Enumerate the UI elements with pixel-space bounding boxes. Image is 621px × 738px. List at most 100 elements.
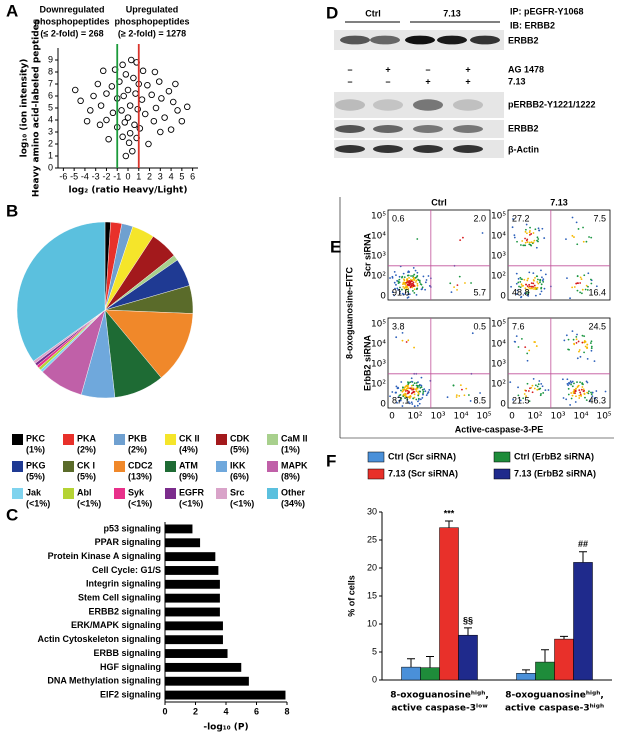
flow-event bbox=[419, 398, 422, 401]
flow-event bbox=[573, 342, 575, 345]
error-bar bbox=[541, 649, 549, 663]
treatment-sign: – bbox=[425, 64, 430, 74]
flow-event bbox=[584, 288, 587, 291]
flow-event bbox=[402, 281, 405, 284]
flow-event bbox=[589, 399, 591, 402]
point bbox=[71, 86, 79, 94]
flow-event bbox=[577, 282, 579, 285]
point bbox=[83, 117, 91, 125]
legend-swatch bbox=[216, 488, 227, 499]
flow-event bbox=[413, 346, 415, 349]
flow-event bbox=[529, 226, 531, 229]
flow-event bbox=[417, 400, 419, 403]
x-tick-label: 4 bbox=[169, 171, 174, 181]
flow-event bbox=[523, 292, 526, 295]
annotation: (≤ 2-fold) = 268 bbox=[40, 28, 103, 38]
legend-value: (2%) bbox=[128, 444, 147, 454]
legend-value: (9%) bbox=[179, 471, 198, 481]
flow-event bbox=[566, 378, 569, 381]
flow-event bbox=[522, 397, 525, 400]
flow-event bbox=[401, 331, 404, 334]
band-label: pERBB2-Y1221/1222 bbox=[508, 99, 596, 109]
flow-event bbox=[428, 389, 431, 391]
treatment-name: AG 1478 bbox=[508, 64, 544, 74]
quadrant-value: 0.6 bbox=[392, 213, 405, 223]
panel-label: E bbox=[330, 237, 341, 256]
x-tick-label: 10⁵ bbox=[596, 412, 611, 422]
flow-event bbox=[524, 241, 527, 244]
flow-event bbox=[515, 335, 518, 338]
y-tick-label: 10² bbox=[491, 272, 506, 282]
legend-value: (13%) bbox=[128, 471, 152, 481]
point bbox=[94, 80, 102, 88]
point bbox=[178, 117, 186, 125]
flow-event bbox=[525, 389, 527, 392]
flow-event bbox=[417, 392, 420, 395]
y-axis-label: log₁₀ (ion intensity) bbox=[20, 59, 30, 158]
flow-event bbox=[524, 230, 527, 233]
flow-event bbox=[540, 382, 543, 385]
band-label: β-Actin bbox=[508, 144, 539, 154]
legend-swatch bbox=[367, 451, 385, 463]
y-axis-label: % of cells bbox=[346, 575, 356, 617]
flow-event bbox=[405, 281, 408, 284]
panel-label: C bbox=[6, 505, 18, 524]
point bbox=[150, 117, 158, 125]
legend-label: Syk bbox=[128, 487, 145, 497]
flow-event bbox=[578, 394, 581, 397]
flow-event bbox=[405, 385, 407, 388]
flow-event bbox=[413, 405, 416, 408]
flow-event bbox=[461, 388, 463, 391]
flow-event bbox=[577, 228, 580, 230]
flow-event bbox=[537, 240, 539, 243]
flow-event bbox=[569, 380, 572, 383]
flow-event bbox=[516, 293, 518, 296]
x-tick-label: 3 bbox=[158, 171, 163, 181]
y-tick-label: 10⁵ bbox=[371, 320, 386, 330]
legend-swatch bbox=[267, 434, 278, 445]
legend-label: 7.13 (Scr siRNA) bbox=[388, 468, 458, 478]
flow-event bbox=[579, 391, 582, 394]
x-tick-label: 2 bbox=[147, 171, 152, 181]
flow-event bbox=[515, 282, 518, 285]
flow-event bbox=[459, 239, 462, 242]
flow-event bbox=[528, 241, 531, 244]
flow-event bbox=[422, 393, 424, 396]
flow-event bbox=[524, 287, 527, 290]
point bbox=[129, 147, 136, 155]
x-tick-label: 0 bbox=[125, 171, 130, 181]
quadrant-value: 87.1 bbox=[392, 395, 410, 405]
flow-event bbox=[413, 288, 416, 291]
legend-swatch bbox=[267, 461, 278, 472]
flow-event bbox=[408, 276, 410, 279]
flow-event bbox=[427, 275, 430, 277]
flow-event bbox=[517, 277, 520, 280]
point bbox=[118, 107, 125, 114]
bar bbox=[165, 579, 220, 589]
flow-event bbox=[571, 286, 574, 289]
flow-event bbox=[458, 275, 461, 278]
flow-event bbox=[604, 390, 607, 393]
flow-event bbox=[540, 283, 543, 286]
flow-event bbox=[590, 347, 593, 350]
ip-label: IP: pEGFR-Y1068 bbox=[510, 6, 584, 16]
flow-event bbox=[582, 240, 585, 243]
flow-event bbox=[420, 384, 423, 387]
flow-event bbox=[517, 386, 519, 389]
panel-label: B bbox=[6, 201, 18, 220]
point bbox=[152, 104, 160, 112]
flow-event bbox=[401, 292, 404, 295]
quadrant-value: 91.6 bbox=[392, 287, 410, 297]
legend-label: PKG bbox=[26, 460, 46, 470]
flow-event bbox=[531, 384, 534, 387]
flow-event bbox=[567, 393, 570, 396]
x-tick-label: 0 bbox=[389, 412, 395, 422]
flow-event bbox=[537, 227, 540, 230]
flow-event bbox=[594, 397, 597, 400]
flow-event bbox=[416, 284, 419, 287]
legend-swatch bbox=[165, 461, 176, 472]
legend-label: CDC2 bbox=[128, 460, 153, 470]
x-axis-label: log₂ (ratio Heavy/Light) bbox=[69, 186, 188, 196]
flow-event bbox=[590, 340, 593, 343]
flow-event bbox=[403, 394, 406, 397]
